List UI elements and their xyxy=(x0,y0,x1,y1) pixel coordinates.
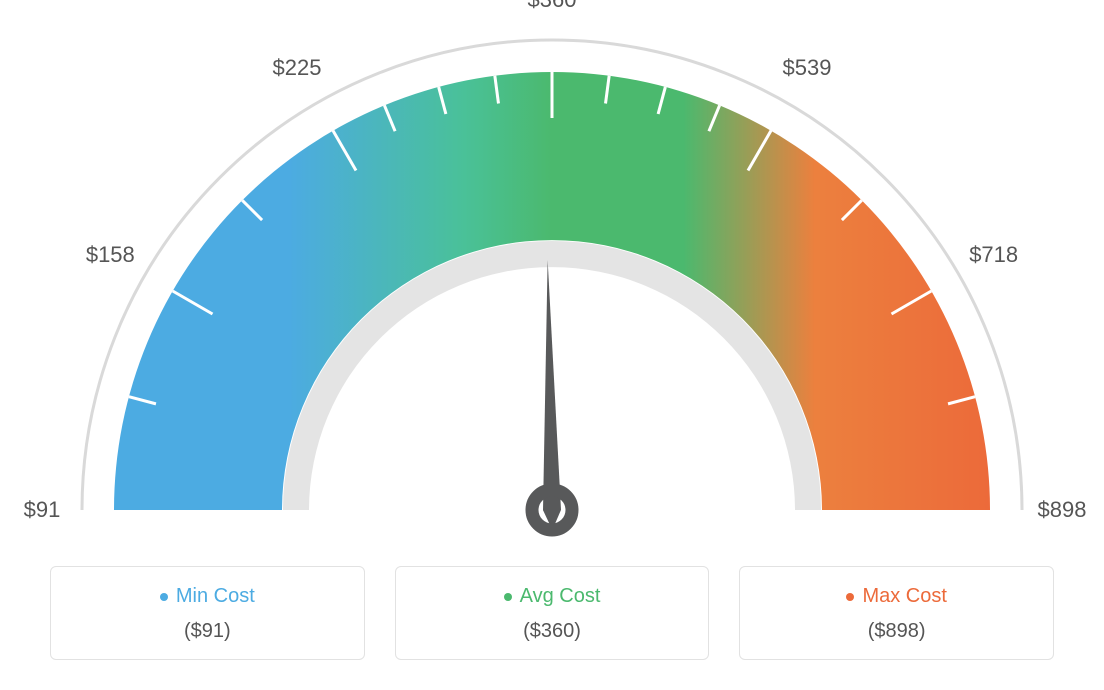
gauge-svg xyxy=(0,0,1104,560)
tick-label: $539 xyxy=(783,55,832,81)
tick-label: $898 xyxy=(1038,497,1087,523)
legend-label-avg: Avg Cost xyxy=(504,585,601,608)
legend-label-max-text: Max Cost xyxy=(862,585,946,608)
legend-label-min-text: Min Cost xyxy=(176,585,255,608)
legend-dot-max xyxy=(846,593,854,601)
legend-row: Min Cost ($91) Avg Cost ($360) Max Cost … xyxy=(50,566,1054,660)
legend-value-avg: ($360) xyxy=(406,620,699,643)
legend-label-min: Min Cost xyxy=(160,585,255,608)
legend-card-min: Min Cost ($91) xyxy=(50,566,365,660)
tick-label: $360 xyxy=(528,0,577,13)
legend-card-max: Max Cost ($898) xyxy=(739,566,1054,660)
tick-label: $718 xyxy=(969,242,1018,268)
legend-card-avg: Avg Cost ($360) xyxy=(395,566,710,660)
legend-value-min: ($91) xyxy=(61,620,354,643)
legend-value-max: ($898) xyxy=(750,620,1043,643)
legend-dot-avg xyxy=(504,593,512,601)
legend-label-avg-text: Avg Cost xyxy=(520,585,601,608)
tick-label: $158 xyxy=(86,242,135,268)
gauge-area: $91 $158 $225 $360 $539 $718 $898 xyxy=(0,0,1104,560)
tick-label: $91 xyxy=(24,497,61,523)
legend-label-max: Max Cost xyxy=(846,585,946,608)
legend-dot-min xyxy=(160,593,168,601)
chart-container: $91 $158 $225 $360 $539 $718 $898 Min Cost ($9… xyxy=(0,0,1104,690)
tick-label: $225 xyxy=(273,55,322,81)
